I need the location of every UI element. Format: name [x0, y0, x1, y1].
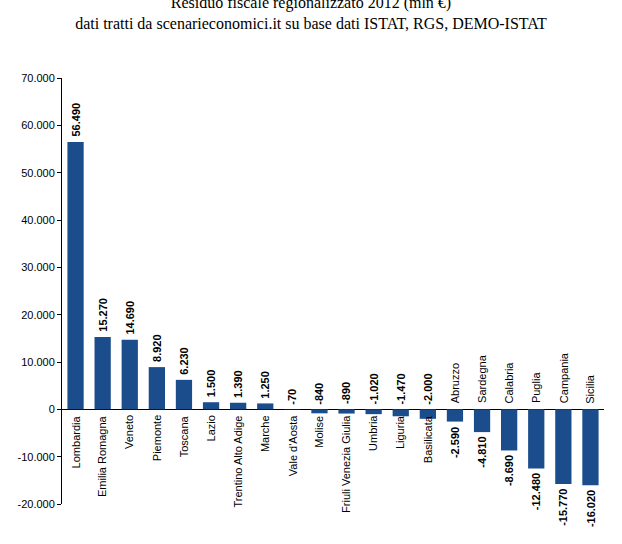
- svg-text:-12.480: -12.480: [530, 473, 542, 510]
- svg-text:Lazio: Lazio: [205, 415, 217, 441]
- svg-text:-4.810: -4.810: [476, 436, 488, 467]
- svg-text:30.000: 30.000: [21, 261, 55, 273]
- svg-text:14.690: 14.690: [124, 301, 136, 335]
- svg-text:1.390: 1.390: [232, 370, 244, 398]
- svg-text:Marche: Marche: [259, 415, 271, 452]
- svg-text:Friuli Venezia Giulia: Friuli Venezia Giulia: [340, 415, 352, 513]
- svg-text:-2.000: -2.000: [422, 373, 434, 404]
- svg-text:50.000: 50.000: [21, 167, 55, 179]
- svg-text:Campania: Campania: [558, 352, 570, 403]
- svg-text:Trentino Alto Adige: Trentino Alto Adige: [232, 416, 244, 508]
- svg-text:0: 0: [49, 403, 55, 415]
- svg-text:-70: -70: [286, 389, 298, 405]
- svg-text:Veneto: Veneto: [123, 415, 135, 449]
- svg-text:-2.590: -2.590: [449, 427, 461, 458]
- svg-text:Sardegna: Sardegna: [476, 354, 488, 403]
- svg-text:-15.770: -15.770: [557, 489, 569, 526]
- svg-text:Piemonte: Piemonte: [151, 415, 163, 461]
- svg-text:40.000: 40.000: [21, 214, 55, 226]
- svg-text:Basilicata: Basilicata: [422, 415, 434, 463]
- svg-text:70.000: 70.000: [21, 72, 55, 84]
- svg-text:8.920: 8.920: [151, 334, 163, 362]
- svg-text:15.270: 15.270: [97, 298, 109, 332]
- svg-text:56.490: 56.490: [70, 103, 82, 137]
- svg-text:Abruzzo: Abruzzo: [449, 363, 461, 403]
- svg-text:Toscana: Toscana: [178, 415, 190, 457]
- svg-text:60.000: 60.000: [21, 119, 55, 131]
- svg-text:1.250: 1.250: [259, 371, 271, 399]
- svg-text:Liguria: Liguria: [394, 415, 406, 449]
- svg-text:1.500: 1.500: [205, 370, 217, 398]
- svg-text:Puglia: Puglia: [530, 372, 542, 403]
- svg-text:-840: -840: [313, 383, 325, 405]
- svg-text:-10.000: -10.000: [17, 451, 54, 463]
- svg-text:Residuo fiscale regionalizzato: Residuo fiscale regionalizzato 2012 (mln…: [75, 0, 547, 32]
- svg-text:Calabria: Calabria: [503, 362, 515, 404]
- svg-text:6.230: 6.230: [178, 347, 190, 375]
- svg-text:10.000: 10.000: [21, 356, 55, 368]
- svg-text:-20.000: -20.000: [17, 498, 54, 510]
- svg-text:Vale d'Aosta: Vale d'Aosta: [287, 415, 299, 476]
- svg-text:-8.690: -8.690: [503, 455, 515, 486]
- svg-text:-1.470: -1.470: [395, 373, 407, 404]
- svg-text:-1.020: -1.020: [368, 373, 380, 404]
- svg-text:Lombardia: Lombardia: [70, 416, 82, 469]
- svg-text:Umbria: Umbria: [367, 415, 379, 451]
- svg-text:-16.020: -16.020: [585, 490, 597, 527]
- svg-text:Sicilia: Sicilia: [584, 374, 596, 404]
- svg-text:Emilia Romagna: Emilia Romagna: [96, 415, 108, 497]
- svg-text:-890: -890: [340, 382, 352, 404]
- svg-text:20.000: 20.000: [21, 309, 55, 321]
- svg-text:Molise: Molise: [313, 416, 325, 448]
